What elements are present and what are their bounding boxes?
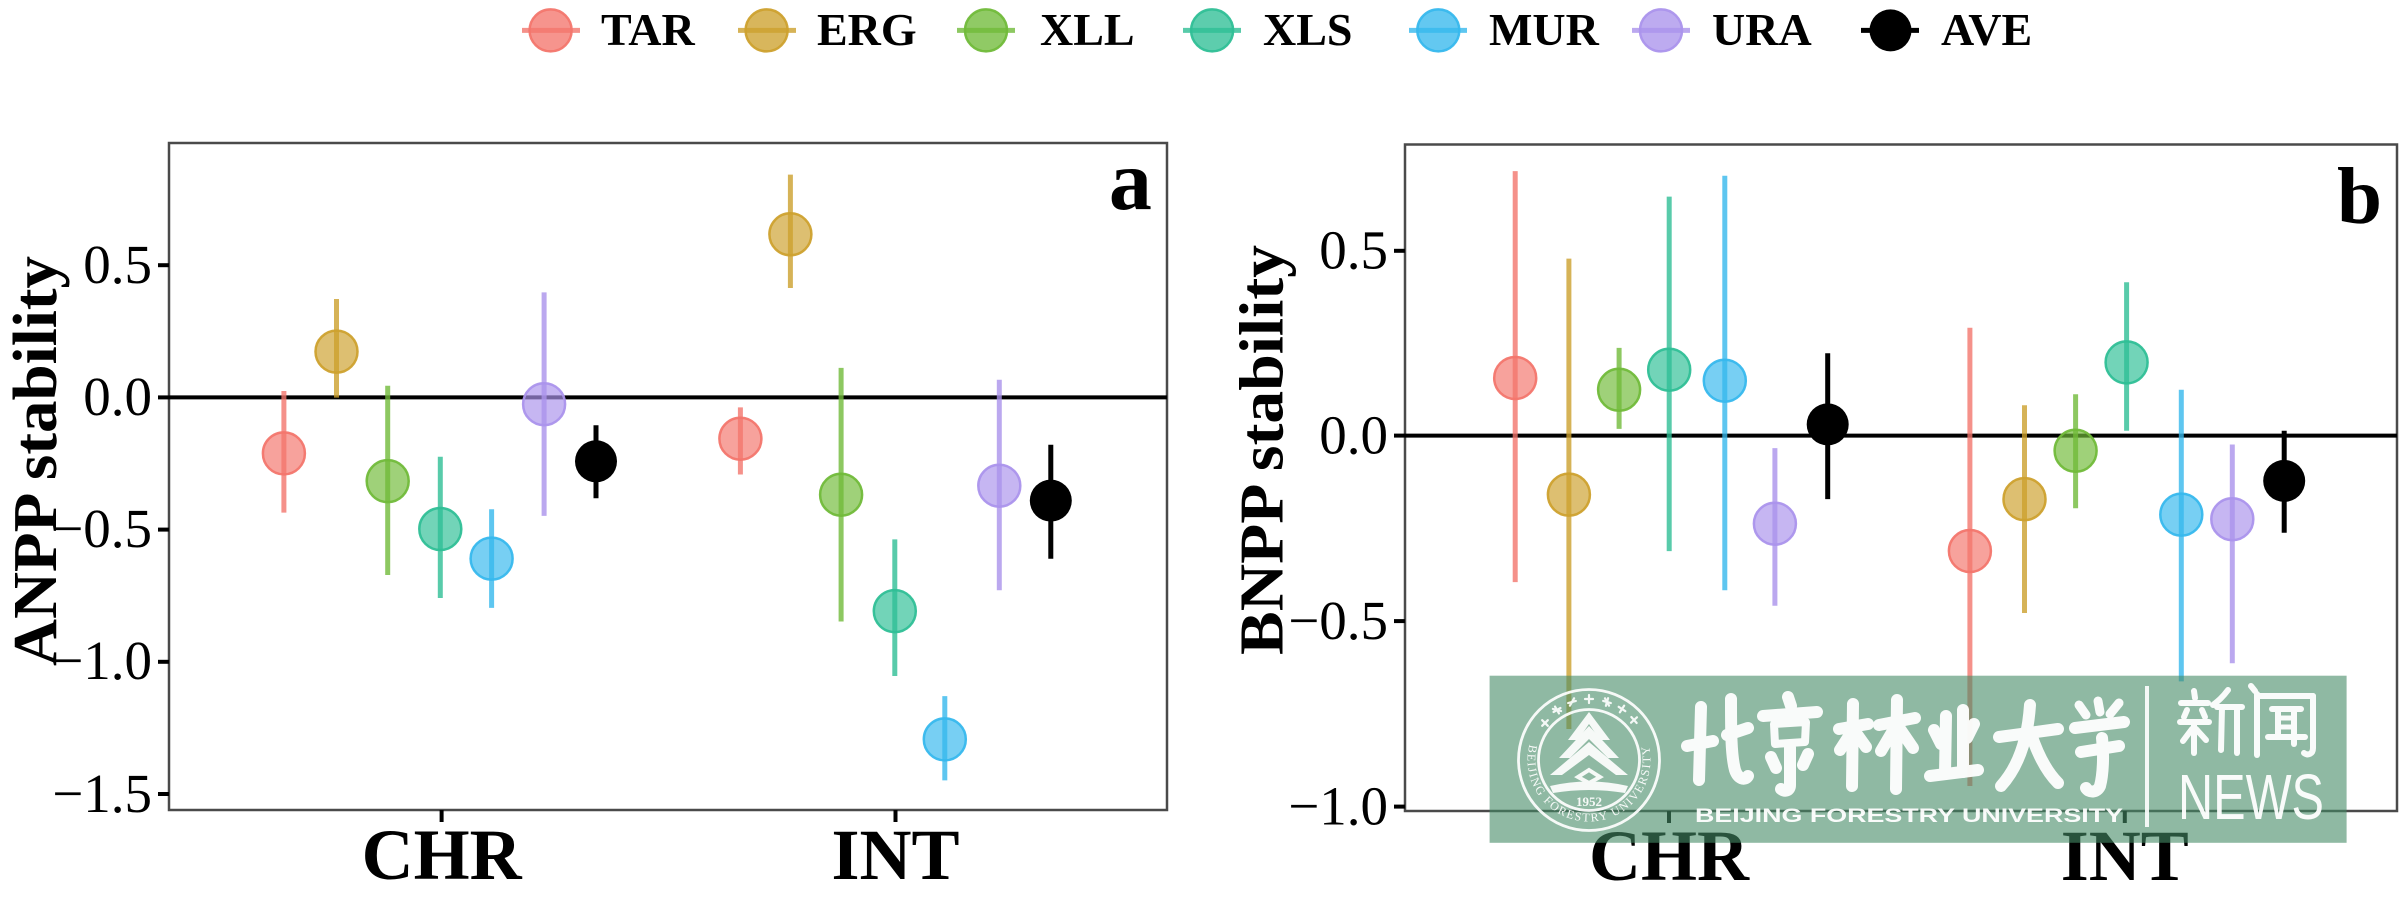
svg-text:a: a bbox=[1109, 132, 1152, 228]
svg-text:URA: URA bbox=[1712, 4, 1812, 55]
svg-text:AVE: AVE bbox=[1941, 4, 2032, 55]
svg-text:XLS: XLS bbox=[1263, 4, 1352, 55]
svg-text:BNPP stability: BNPP stability bbox=[1229, 245, 1297, 655]
svg-text:BEIJING FORESTRY UNIVERSITY: BEIJING FORESTRY UNIVERSITY bbox=[1695, 806, 2123, 827]
svg-text:0.0: 0.0 bbox=[83, 366, 152, 427]
svg-text:−1.0: −1.0 bbox=[52, 630, 152, 691]
svg-text:0.5: 0.5 bbox=[1319, 220, 1388, 281]
svg-text:0.0: 0.0 bbox=[1319, 404, 1388, 465]
svg-text:−1.0: −1.0 bbox=[1288, 775, 1388, 836]
svg-text:−0.5: −0.5 bbox=[52, 498, 152, 559]
svg-text:ANPP stability: ANPP stability bbox=[2, 256, 70, 666]
svg-text:b: b bbox=[2337, 151, 2382, 241]
svg-text:−0.5: −0.5 bbox=[1288, 590, 1388, 651]
svg-text:ERG: ERG bbox=[817, 4, 917, 55]
svg-text:0.5: 0.5 bbox=[83, 234, 152, 295]
svg-text:INT: INT bbox=[831, 815, 959, 895]
svg-text:−1.5: −1.5 bbox=[52, 763, 152, 824]
svg-text:1952: 1952 bbox=[1576, 794, 1602, 809]
svg-text:MUR: MUR bbox=[1489, 4, 1600, 55]
svg-text:NEWS: NEWS bbox=[2178, 761, 2324, 833]
svg-text:TAR: TAR bbox=[601, 4, 695, 55]
svg-text:CHR: CHR bbox=[362, 815, 523, 895]
svg-text:XLL: XLL bbox=[1040, 4, 1135, 55]
